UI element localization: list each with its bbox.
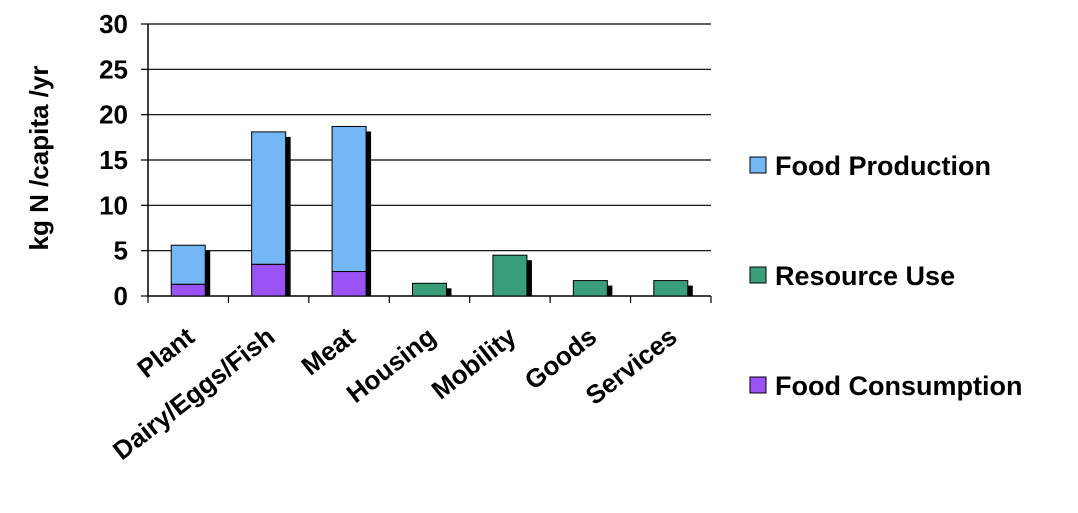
bar-segment	[170, 244, 206, 285]
x-category-label: Services	[580, 321, 683, 411]
y-tick-label: 0	[114, 281, 128, 311]
bar-segment	[492, 254, 528, 297]
axes	[141, 23, 712, 303]
y-tick-label: 10	[99, 190, 128, 220]
legend: Food Production Resource Use Food Consumpt…	[749, 151, 1022, 401]
legend-label: Food Consumption	[775, 371, 1022, 401]
bar-segment	[412, 282, 447, 297]
bar-segment	[251, 131, 287, 265]
legend-label: Resource Use	[775, 261, 955, 291]
x-category-label: Meat	[296, 321, 361, 381]
y-tick-label: 25	[99, 54, 128, 84]
y-tick-label: 30	[99, 9, 128, 39]
y-axis-title: kg N /capita /yr	[24, 66, 54, 251]
bar-segment	[653, 280, 689, 297]
bar-segment	[572, 280, 608, 297]
y-tick-label: 20	[99, 100, 128, 130]
bars	[170, 125, 693, 297]
y-tick-labels: 0 5 10 15 20 25 30	[99, 9, 128, 311]
y-tick-label: 15	[99, 145, 128, 175]
legend-label: Food Production	[775, 151, 991, 181]
legend-swatch	[749, 266, 767, 284]
bar-segment	[251, 263, 287, 297]
bar-segment	[331, 125, 367, 273]
x-category-label: Plant	[131, 321, 200, 384]
y-tick-label: 5	[114, 236, 128, 266]
x-category-label: Mobility	[426, 321, 522, 405]
bar-segment	[331, 271, 367, 297]
grid-lines	[148, 23, 711, 252]
x-category-label: Housing	[341, 321, 441, 409]
legend-swatch	[749, 156, 767, 174]
legend-swatch	[749, 376, 767, 394]
bar-segment	[170, 283, 206, 297]
